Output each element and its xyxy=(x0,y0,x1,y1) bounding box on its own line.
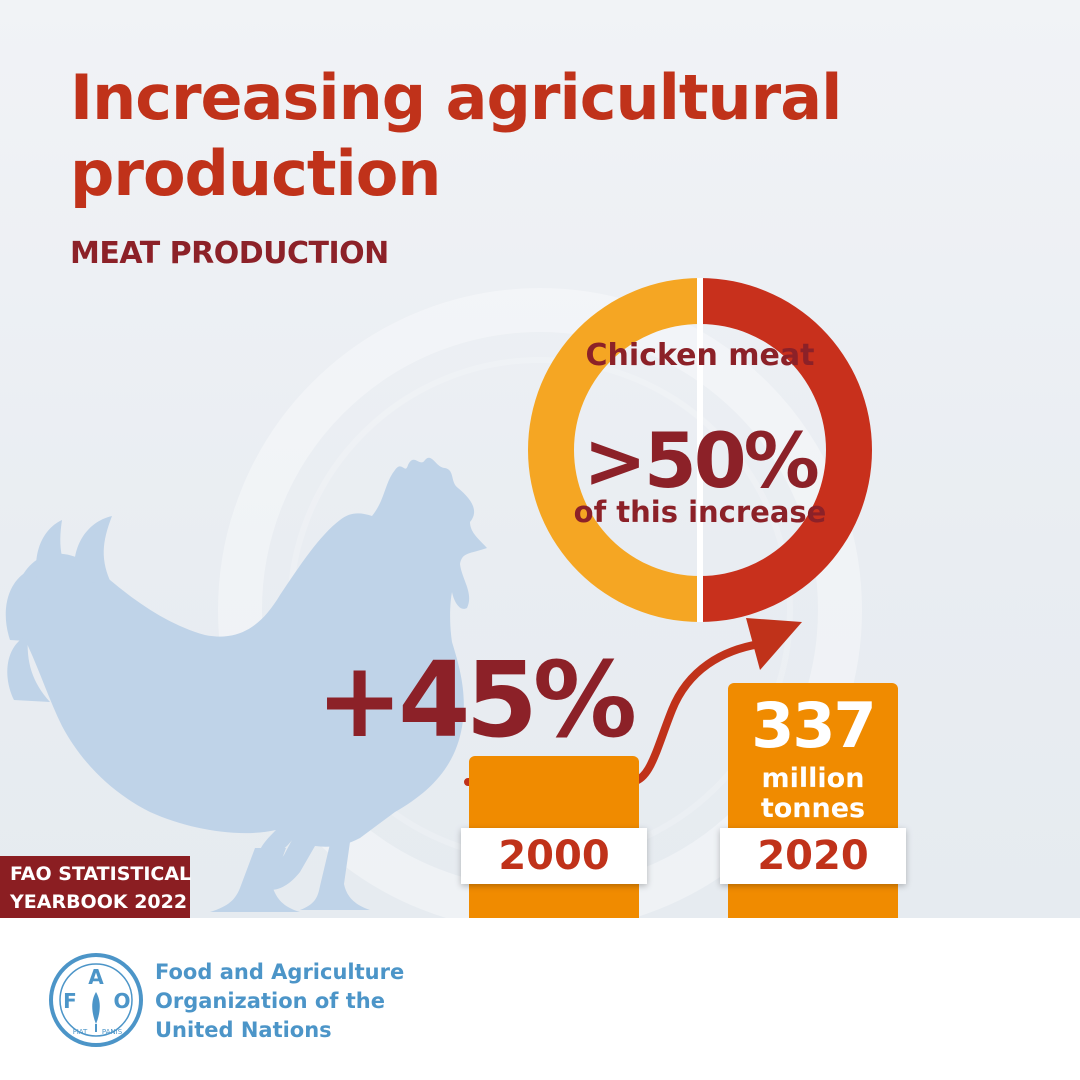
data-label-2020: 337 xyxy=(751,689,876,762)
rooster-leg xyxy=(300,842,370,910)
percent-change-label: +45% xyxy=(316,639,637,761)
donut-center-note: of this increase xyxy=(573,495,827,529)
yearbook-badge: FAO STATISTICAL YEARBOOK 2022 xyxy=(0,856,192,918)
logo-motto: FIAT xyxy=(73,1028,88,1036)
rooster-body xyxy=(15,457,488,890)
organization-name-line: United Nations xyxy=(155,1018,332,1042)
badge-line: YEARBOOK 2022 xyxy=(10,891,188,913)
chicken-share-donut xyxy=(528,278,872,622)
organization-name-line: Organization of the xyxy=(155,989,385,1013)
rooster-silhouette xyxy=(5,457,488,912)
donut-center-label: Chicken meat xyxy=(585,338,815,373)
rooster-tail-feather xyxy=(7,635,51,702)
badge-line: FAO STATISTICAL xyxy=(10,863,192,885)
fao-logo-icon: F A O FIAT PANIS xyxy=(49,953,143,1047)
page-title: Increasing agricultural production xyxy=(70,61,842,210)
page-subtitle: MEAT PRODUCTION xyxy=(70,236,389,271)
tick-label-2000: 2000 xyxy=(461,828,647,884)
organization-name-line: Food and Agriculture xyxy=(155,960,405,984)
donut-center-value: >50% xyxy=(583,416,820,505)
rooster-tail-feather xyxy=(5,570,44,642)
logo-letter: F xyxy=(63,989,77,1013)
rooster-leg xyxy=(210,848,300,912)
footer-panel xyxy=(0,918,1080,1080)
organization-name: Food and Agriculture Organization of the… xyxy=(155,958,404,1045)
rooster-tail-feather xyxy=(36,520,80,590)
logo-motto: PANIS xyxy=(102,1028,123,1036)
growth-arrow-icon xyxy=(464,618,802,786)
data-unit-2020: million tonnes xyxy=(760,763,866,824)
logo-letter: O xyxy=(113,989,130,1013)
donut-slice-chicken xyxy=(700,278,872,622)
tick-label-2020: 2020 xyxy=(720,828,906,884)
rooster-tail-feather xyxy=(74,516,112,585)
logo-letter: A xyxy=(88,965,104,989)
donut-slice-other xyxy=(528,278,700,622)
